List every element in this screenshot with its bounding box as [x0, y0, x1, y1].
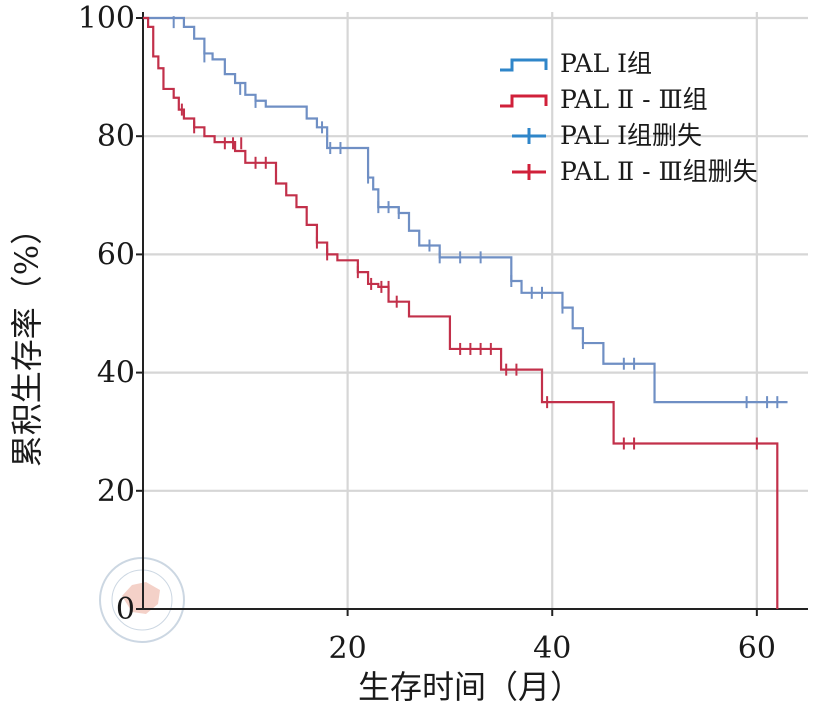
y-axis-title: 累积生存率（%） [8, 213, 46, 467]
legend: PAL Ⅰ组 PAL Ⅱ - Ⅲ组 PAL Ⅰ组删失 PAL Ⅱ - Ⅲ组删失 [500, 49, 758, 186]
survival-curve-1 [143, 16, 788, 404]
tick-labels: 0 20 40 60 80 100 20 40 60 [78, 1, 776, 666]
y-tick-label: 0 [116, 592, 135, 627]
x-tick-label: 60 [738, 631, 776, 666]
legend-label: PAL Ⅱ - Ⅲ组删失 [560, 157, 758, 186]
y-tick-label: 80 [97, 119, 135, 154]
y-tick-label: 20 [97, 474, 135, 509]
axes [142, 12, 808, 610]
legend-label: PAL Ⅰ组 [560, 49, 652, 78]
legend-symbol-line [500, 58, 548, 72]
survival-curves [143, 16, 788, 609]
x-tick-label: 20 [329, 631, 367, 666]
x-axis-title: 生存时间（月） [358, 668, 582, 706]
legend-symbol-line [500, 94, 548, 108]
y-tick-label: 60 [97, 237, 135, 272]
grid-lines [143, 12, 808, 609]
y-tick-label: 100 [78, 1, 135, 36]
y-tick-label: 40 [97, 356, 135, 391]
legend-label: PAL Ⅱ - Ⅲ组 [560, 85, 708, 114]
survival-curve-2 [143, 16, 779, 609]
legend-label: PAL Ⅰ组删失 [560, 121, 702, 150]
x-tick-label: 40 [533, 631, 571, 666]
